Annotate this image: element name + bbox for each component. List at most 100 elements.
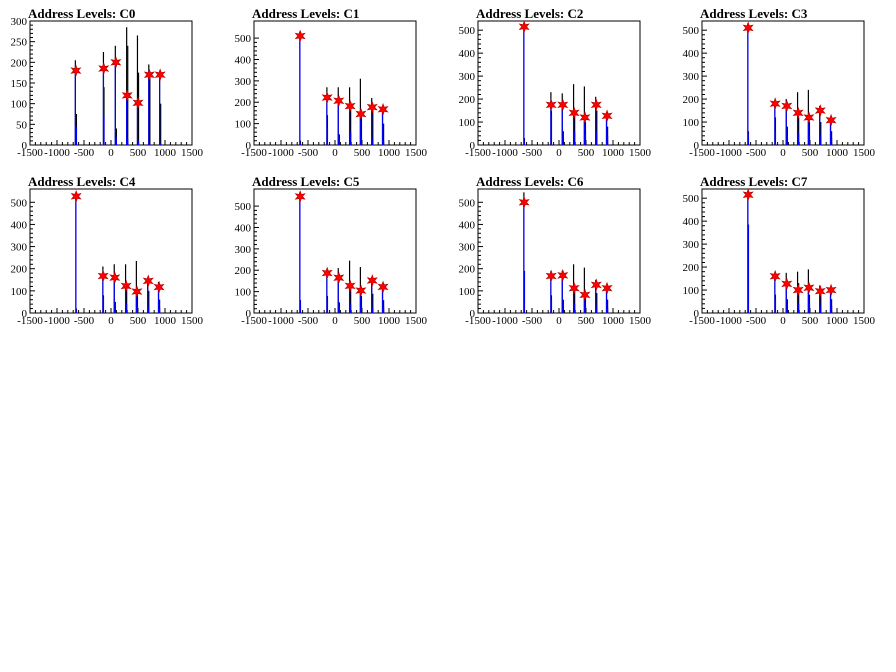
y-tick-label: 400 (683, 48, 700, 60)
y-tick-label: 500 (683, 193, 700, 205)
x-tick-label: -1500 (689, 147, 715, 159)
x-tick-label: 1000 (826, 147, 849, 159)
chart-title: Address Levels: C5 (252, 174, 360, 189)
peak-marker (568, 281, 580, 295)
peak-marker (333, 94, 345, 108)
x-tick-label: 500 (578, 147, 595, 159)
plot-frame (701, 20, 865, 146)
plot-frame (29, 20, 193, 146)
y-tick-label: 250 (11, 37, 28, 49)
y-tick-label: 300 (683, 239, 700, 251)
peak-marker (601, 281, 613, 295)
peak-marker (579, 111, 591, 124)
x-tick-label: 1000 (826, 315, 849, 327)
plot-frame (701, 188, 865, 314)
y-tick-label: 100 (11, 99, 28, 111)
chart-panel: Address Levels: C10100200300400500-1500-… (235, 6, 428, 159)
chart-panel: Address Levels: C70100200300400500-1500-… (683, 174, 876, 327)
peak-marker (70, 189, 82, 203)
peak-marker (355, 107, 367, 121)
y-tick-label: 100 (459, 117, 476, 129)
x-tick-label: -500 (746, 315, 767, 327)
peak-marker (154, 68, 166, 82)
x-tick-label: 500 (802, 315, 819, 327)
peak-marker (557, 98, 569, 112)
x-tick-label: -1500 (17, 315, 43, 327)
y-tick-label: 400 (459, 219, 476, 231)
plot-frame (477, 188, 641, 314)
peak-marker (518, 20, 530, 34)
x-tick-label: -1000 (44, 147, 70, 159)
x-tick-label: 1500 (405, 315, 428, 327)
x-tick-label: -1000 (492, 147, 518, 159)
x-tick-label: -1500 (465, 315, 491, 327)
chart-title: Address Levels: C3 (700, 6, 808, 21)
x-tick-label: 1000 (378, 147, 401, 159)
peak-marker (344, 99, 356, 113)
peak-marker (355, 284, 367, 297)
x-tick-label: -500 (522, 315, 543, 327)
peak-marker (825, 283, 837, 297)
peak-marker (321, 91, 333, 104)
x-tick-label: 1500 (181, 147, 204, 159)
y-tick-label: 100 (11, 286, 28, 298)
peak-marker (742, 21, 754, 35)
y-tick-label: 50 (16, 119, 28, 131)
peak-marker (814, 284, 826, 298)
x-tick-label: -500 (74, 147, 95, 159)
x-tick-label: 500 (130, 147, 147, 159)
y-tick-label: 0 (694, 308, 700, 320)
x-tick-label: 500 (578, 315, 595, 327)
x-tick-label: 1000 (378, 315, 401, 327)
peak-marker (366, 100, 378, 114)
y-tick-label: 100 (235, 119, 252, 131)
plot-frame (253, 188, 417, 314)
peak-marker (803, 281, 815, 295)
x-tick-label: 1500 (629, 315, 652, 327)
y-tick-label: 200 (235, 97, 252, 109)
y-tick-label: 200 (11, 57, 28, 69)
chart-title: Address Levels: C4 (28, 174, 136, 189)
x-tick-label: -500 (746, 147, 767, 159)
x-tick-label: -1500 (241, 147, 267, 159)
peak-marker (781, 99, 793, 113)
y-tick-label: 200 (235, 265, 252, 277)
peak-marker (769, 97, 781, 111)
y-tick-label: 300 (11, 16, 28, 28)
peak-marker (518, 195, 530, 209)
y-tick-label: 300 (459, 242, 476, 254)
y-tick-label: 100 (683, 285, 700, 297)
peak-marker (742, 188, 754, 202)
x-tick-label: 0 (556, 315, 562, 327)
x-tick-label: -500 (298, 147, 319, 159)
y-tick-label: 300 (11, 242, 28, 254)
peak-marker (121, 88, 133, 102)
x-tick-label: 0 (780, 315, 786, 327)
chart-title: Address Levels: C2 (476, 6, 583, 21)
chart-title: Address Levels: C1 (252, 6, 359, 21)
y-tick-label: 500 (459, 25, 476, 37)
chart-panel: Address Levels: C40100200300400500-1500-… (11, 174, 204, 327)
plot-frame (477, 20, 641, 146)
x-tick-label: 1500 (853, 315, 876, 327)
chart-panel: Address Levels: C60100200300400500-1500-… (459, 174, 652, 327)
peak-marker (321, 266, 333, 280)
y-tick-label: 300 (459, 71, 476, 83)
plot-frame (29, 188, 193, 314)
chart-panel: Address Levels: C20100200300400500-1500-… (459, 6, 652, 159)
x-tick-label: -1500 (241, 315, 267, 327)
y-tick-label: 300 (235, 76, 252, 88)
peak-marker (366, 274, 378, 287)
chart-panel: Address Levels: C0 0 50 100 150 200 250 300 -150… (11, 6, 204, 159)
chart-panel: Address Levels: C50100200300400500-1500-… (235, 174, 428, 327)
y-tick-label: 0 (470, 308, 476, 320)
y-tick-label: 200 (459, 264, 476, 276)
x-tick-label: -1500 (465, 147, 491, 159)
y-tick-label: 400 (235, 222, 252, 234)
y-tick-label: 0 (22, 140, 28, 152)
y-tick-label: 100 (459, 286, 476, 298)
y-tick-label: 400 (683, 216, 700, 228)
y-tick-label: 200 (683, 94, 700, 106)
peak-marker (590, 98, 602, 112)
